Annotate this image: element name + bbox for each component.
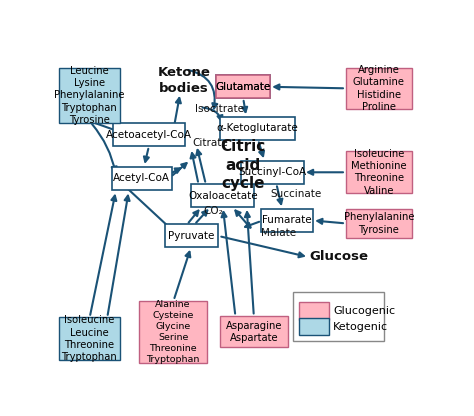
FancyBboxPatch shape [216,75,270,98]
FancyBboxPatch shape [261,209,313,232]
Text: Citrate: Citrate [192,138,228,148]
Text: Citric
acid
cycle: Citric acid cycle [220,139,265,191]
FancyBboxPatch shape [113,123,185,146]
Text: Fumarate: Fumarate [262,215,312,225]
Text: Phenylalanine
Tyrosine: Phenylalanine Tyrosine [344,212,414,235]
FancyBboxPatch shape [346,151,412,193]
Text: Asparagine
Aspartate: Asparagine Aspartate [226,321,282,343]
Text: α-Ketoglutarate: α-Ketoglutarate [217,124,299,134]
Text: Acetoacetyl-CoA: Acetoacetyl-CoA [106,130,192,140]
FancyBboxPatch shape [292,292,384,342]
FancyBboxPatch shape [220,117,295,140]
Text: Isoleucine
Methionine
Threonine
Valine: Isoleucine Methionine Threonine Valine [351,149,407,196]
FancyBboxPatch shape [241,161,303,184]
Text: Succinyl-CoA: Succinyl-CoA [238,167,306,177]
FancyBboxPatch shape [299,318,328,335]
FancyBboxPatch shape [191,184,254,207]
Text: Acetyl-CoA: Acetyl-CoA [113,173,171,183]
Text: Oxaloacetate: Oxaloacetate [188,191,257,201]
FancyBboxPatch shape [59,68,119,123]
FancyBboxPatch shape [346,67,412,109]
Text: Glucose: Glucose [309,250,368,263]
FancyBboxPatch shape [299,302,328,319]
Text: Arginine
Glutamine
Histidine
Proline: Arginine Glutamine Histidine Proline [353,65,405,112]
Text: Glutamate: Glutamate [215,82,271,92]
Text: Glutamate: Glutamate [215,82,271,92]
FancyBboxPatch shape [59,317,119,361]
Text: Ketone
bodies: Ketone bodies [158,66,210,95]
FancyBboxPatch shape [139,301,207,363]
Text: Alanine
Cysteine
Glycine
Serine
Threonine
Tryptophan: Alanine Cysteine Glycine Serine Threonin… [146,300,200,364]
Text: CO₂: CO₂ [203,206,223,216]
Text: Succinate: Succinate [271,189,322,199]
Text: Malate: Malate [261,228,296,238]
Text: Isoleucine
Leucine
Threonine
Tryptophan: Isoleucine Leucine Threonine Tryptophan [62,315,117,362]
FancyBboxPatch shape [165,224,218,247]
Text: Pyruvate: Pyruvate [168,231,215,241]
Text: Glucogenic: Glucogenic [333,306,395,316]
FancyBboxPatch shape [111,166,172,190]
FancyBboxPatch shape [346,209,412,238]
Text: Isocitrate: Isocitrate [195,104,244,114]
FancyBboxPatch shape [216,75,270,98]
FancyBboxPatch shape [220,316,288,347]
Text: Leucine
Lysine
Phenylalanine
Tryptophan
Tyrosine: Leucine Lysine Phenylalanine Tryptophan … [54,66,125,125]
Text: Ketogenic: Ketogenic [333,322,388,332]
